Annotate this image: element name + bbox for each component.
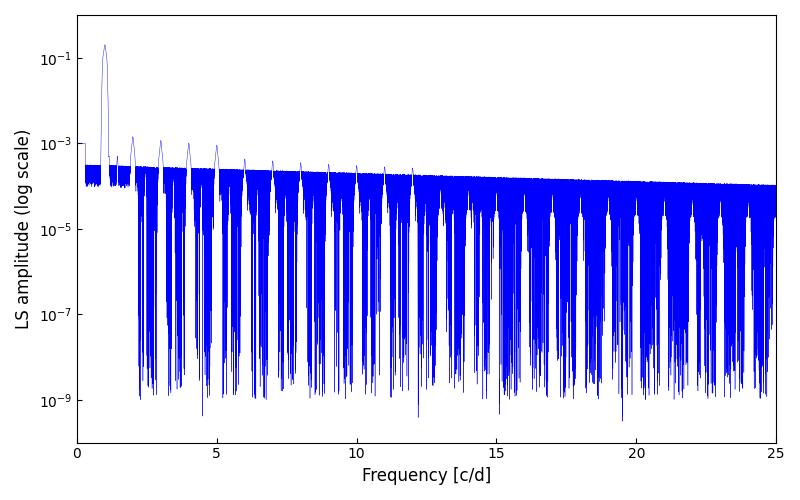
X-axis label: Frequency [c/d]: Frequency [c/d] <box>362 467 491 485</box>
Y-axis label: LS amplitude (log scale): LS amplitude (log scale) <box>15 128 33 329</box>
